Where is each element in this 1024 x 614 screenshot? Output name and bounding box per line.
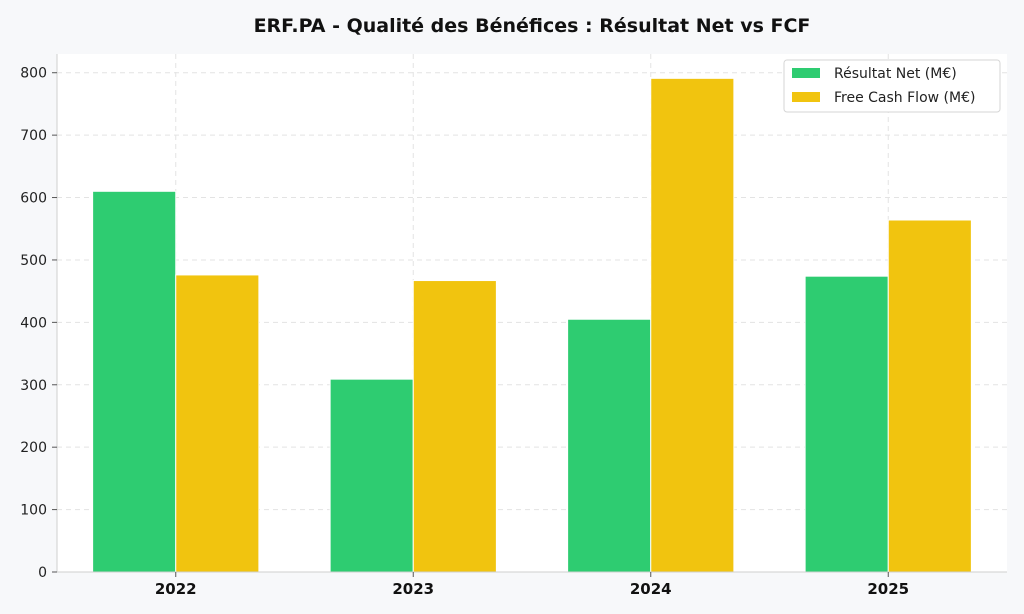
axes	[56, 54, 1007, 573]
legend-swatch-resultat-net	[792, 68, 820, 78]
y-tick-label: 0	[38, 565, 47, 581]
bar-resultat-net-2022	[92, 190, 177, 573]
x-tick-label: 2025	[867, 580, 909, 598]
bar-free-cash-flow-2024	[650, 77, 735, 573]
y-tick-label: 400	[20, 315, 47, 331]
y-tick-label: 800	[20, 66, 47, 82]
legend-label-free-cash-flow: Free Cash Flow (M€)	[834, 90, 975, 106]
y-tick-labels: 0 100 200 300 400 500 600 700 800	[20, 66, 57, 581]
bar-free-cash-flow-2022	[175, 274, 260, 573]
y-tick-label: 700	[20, 128, 47, 144]
y-tick-label: 600	[20, 191, 47, 207]
bar-resultat-net-2023	[329, 378, 414, 573]
x-tick-label: 2022	[155, 580, 197, 598]
y-tick-label: 300	[20, 378, 47, 394]
y-tick-label: 100	[20, 503, 47, 519]
bars	[92, 77, 972, 573]
bar-resultat-net-2025	[804, 275, 889, 573]
legend-swatch-free-cash-flow	[792, 92, 820, 102]
bar-free-cash-flow-2025	[887, 219, 972, 573]
legend-box	[783, 59, 1001, 113]
x-tick-labels: 2022 2023 2024 2025	[155, 572, 909, 598]
y-tick-label: 200	[20, 440, 47, 456]
x-tick-label: 2023	[392, 580, 434, 598]
legend: Résultat Net (M€) Free Cash Flow (M€)	[783, 59, 1001, 113]
legend-label-resultat-net: Résultat Net (M€)	[834, 66, 957, 82]
x-tick-label: 2024	[630, 580, 672, 598]
bar-free-cash-flow-2023	[412, 280, 497, 573]
chart-title: ERF.PA - Qualité des Bénéfices : Résulta…	[254, 15, 811, 37]
bar-resultat-net-2024	[567, 318, 652, 573]
y-tick-label: 500	[20, 253, 47, 269]
